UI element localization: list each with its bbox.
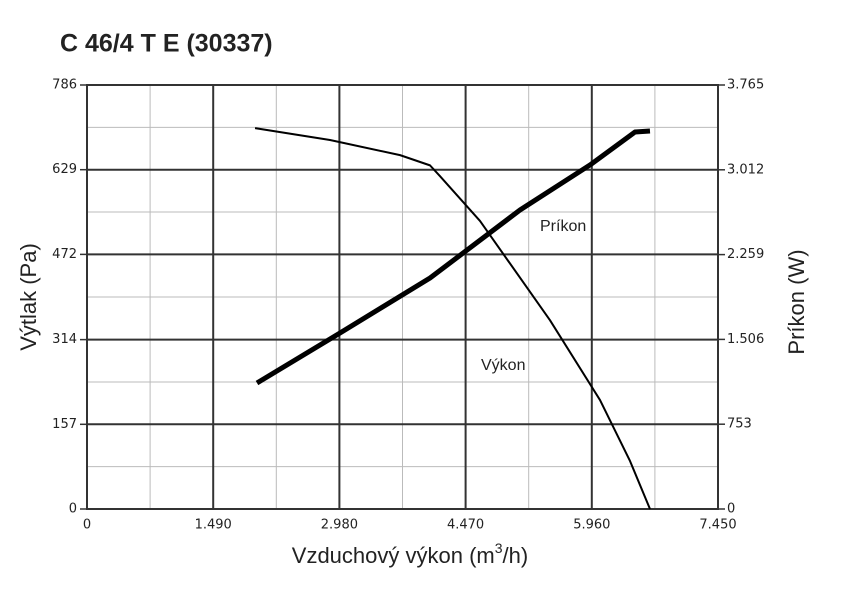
x-axis-label-part: /h) bbox=[503, 543, 529, 568]
x-tick-label: 4.470 bbox=[447, 518, 484, 533]
y2-tick-label: 3.012 bbox=[727, 162, 764, 177]
y-tick-label: 786 bbox=[52, 78, 77, 93]
series-line bbox=[254, 127, 651, 510]
plot-frame bbox=[86, 84, 719, 510]
y2-tick-label: 753 bbox=[727, 417, 752, 432]
y2-tick-label: 3.765 bbox=[727, 78, 764, 93]
x-tick-label: 1.490 bbox=[195, 518, 232, 533]
series-line bbox=[255, 128, 651, 386]
y-tick-label: 472 bbox=[52, 247, 77, 262]
x-tick-label: 5.960 bbox=[573, 518, 610, 533]
y2-tick-label: 1.506 bbox=[727, 332, 764, 347]
x-tick-label: 7.450 bbox=[699, 518, 736, 533]
x-axis-label-sup: 3 bbox=[495, 540, 503, 556]
x-tick-label: 2.980 bbox=[321, 518, 358, 533]
y-tick-label: 157 bbox=[52, 417, 77, 432]
x-tick-label: 0 bbox=[83, 518, 91, 533]
y2-axis-label: Príkon (W) bbox=[784, 249, 809, 354]
series-annotation: Príkon bbox=[540, 218, 586, 235]
y-tick-label: 629 bbox=[52, 162, 77, 177]
y-tick-label: 314 bbox=[52, 332, 77, 347]
chart-title: C 46/4 T E (30337) bbox=[60, 30, 273, 58]
y-tick-label: 0 bbox=[69, 502, 77, 517]
y-axis-label: Výtlak (Pa) bbox=[16, 243, 41, 351]
series-annotation: Výkon bbox=[481, 357, 525, 374]
y2-tick-label: 0 bbox=[727, 502, 735, 517]
x-axis-label-part: Vzduchový výkon (m bbox=[292, 543, 495, 568]
x-axis-label: Vzduchový výkon (m3/h) bbox=[292, 540, 528, 568]
y2-tick-label: 2.259 bbox=[727, 247, 764, 262]
